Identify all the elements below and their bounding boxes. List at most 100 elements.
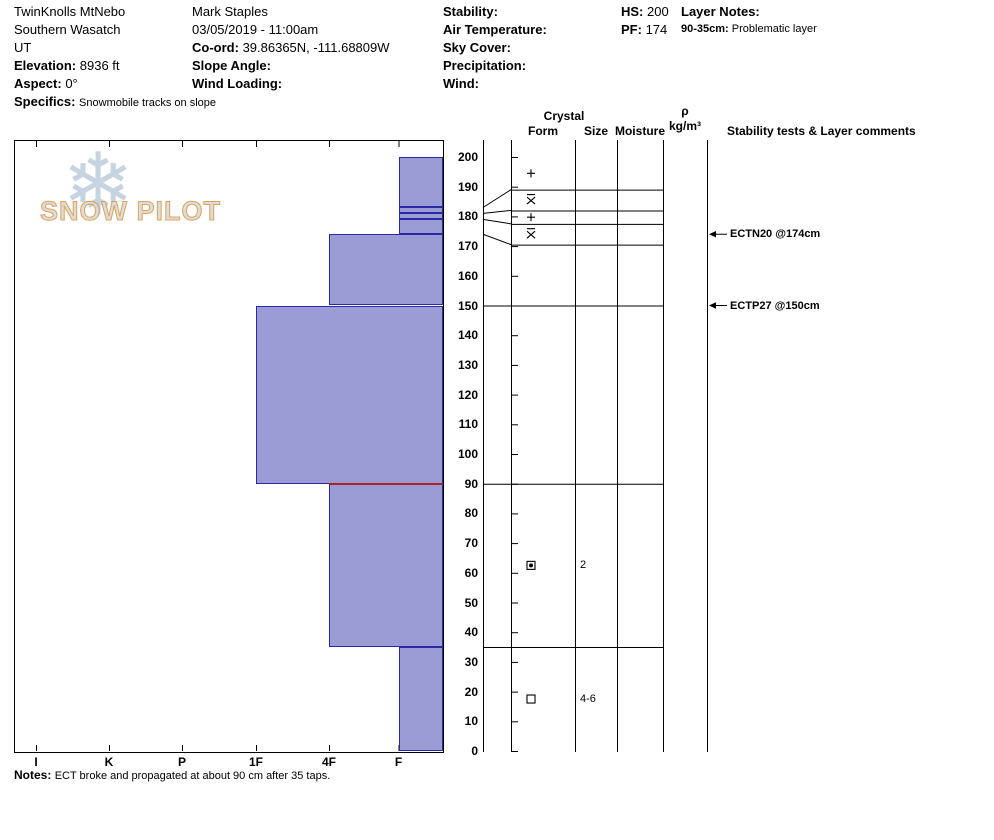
slope-angle-row: Slope Angle: — [192, 57, 390, 75]
sky-cover-label: Sky Cover: — [443, 40, 511, 55]
depth-tick-label: 70 — [464, 536, 478, 551]
pf-label: PF: — [621, 22, 642, 37]
notes-text: ECT broke and propagated at about 90 cm … — [54, 770, 331, 782]
hardness-axis-label: F — [394, 755, 403, 769]
snow-layer-bar — [398, 207, 443, 214]
depth-tick-label: 130 — [457, 357, 478, 372]
coord-label: Co-ord: — [192, 40, 239, 55]
crystal-form-square-icon — [526, 694, 536, 704]
column-header-crystal: Crystal — [543, 109, 585, 123]
crystal-form-square-dot-icon — [526, 560, 536, 570]
snow-layer-bar — [329, 483, 443, 648]
precipitation-label: Precipitation: — [443, 58, 527, 73]
specifics-label: Specifics: — [14, 94, 76, 109]
crystal-form-square-dot-icon — [529, 563, 533, 568]
layer-leader-line — [482, 209, 512, 214]
snowpilot-logo-text: SNOW PILOT — [40, 196, 221, 227]
layer-leader-line — [482, 218, 512, 225]
hardness-axis-label: K — [104, 755, 114, 769]
column-header-form: Form — [528, 124, 558, 138]
depth-tick-label: 180 — [457, 209, 478, 224]
site-name: TwinKnolls MtNebo — [14, 4, 126, 19]
depth-tick-label: 90 — [464, 476, 478, 491]
wind-loading-row: Wind Loading: — [192, 75, 390, 93]
sky-cover-row: Sky Cover: — [443, 39, 547, 57]
problematic-layer-line — [329, 482, 443, 485]
air-temp-label: Air Temperature: — [443, 22, 547, 37]
pf-row: PF: 174 — [621, 21, 669, 39]
hs-label: HS: — [621, 4, 644, 19]
hardness-axis-label: P — [177, 755, 187, 769]
snow-layer-bar — [398, 219, 443, 235]
snow-layer-bar — [398, 647, 443, 751]
layer-note-entry: 90-35cm: Problematic layer — [681, 21, 817, 37]
layer-note-range: 90-35cm: — [681, 23, 729, 35]
stability-test-annotation: ECTN20 @174cm — [730, 228, 821, 241]
pf-value: 174 — [645, 22, 668, 37]
depth-tick-label: 110 — [458, 417, 478, 432]
depth-tick-label: 150 — [457, 298, 478, 313]
stability-test-annotation: ECTP27 @150cm — [730, 299, 820, 312]
hardness-axis-label: 4F — [321, 755, 337, 769]
wind-row: Wind: — [443, 75, 547, 93]
specifics-row: Specifics: Snowmobile tracks on slope — [14, 93, 216, 112]
column-header-comments: Stability tests & Layer comments — [727, 124, 916, 138]
depth-tick-label: 50 — [464, 595, 478, 610]
site-info-block: TwinKnolls MtNebo Southern Wasatch UT El… — [14, 3, 216, 112]
depth-tick-label: 0 — [471, 744, 478, 758]
coord-value: 39.86365N, -111.68809W — [242, 40, 390, 55]
depth-tick-label: 190 — [457, 179, 478, 194]
layer-notes-block: Layer Notes: 90-35cm: Problematic layer — [681, 3, 817, 37]
depth-tick-label: 60 — [464, 565, 478, 580]
stability-test-arrowhead-icon — [709, 231, 716, 238]
depth-tick-label: 170 — [457, 239, 478, 254]
elevation-row: Elevation: 8936 ft — [14, 57, 216, 75]
stability-label: Stability: — [443, 4, 498, 19]
observation-datetime: 03/05/2019 - 11:00am — [192, 22, 319, 37]
hs-value: 200 — [647, 4, 669, 19]
stability-row: Stability: — [443, 3, 547, 21]
site-region: Southern Wasatch — [14, 22, 121, 37]
site-state: UT — [14, 40, 32, 55]
hardness-axis-label: 1F — [248, 755, 264, 769]
stability-test-arrowhead-icon — [709, 302, 716, 309]
air-temp-row: Air Temperature: — [443, 21, 547, 39]
notes-row: Notes: ECT broke and propagated at about… — [14, 768, 330, 782]
snow-layer-bar — [256, 305, 443, 484]
slope-angle-label: Slope Angle: — [192, 58, 271, 73]
layer-leader-line — [482, 189, 512, 208]
hs-row: HS: 200 — [621, 3, 669, 21]
depth-tick-label: 140 — [457, 328, 478, 343]
elevation-label: Elevation: — [14, 58, 77, 73]
layer-leader-line — [482, 233, 512, 246]
precipitation-row: Precipitation: — [443, 57, 547, 75]
notes-label: Notes: — [14, 768, 52, 782]
aspect-row: Aspect: 0° — [14, 75, 216, 93]
depth-tick-label: 10 — [464, 714, 478, 729]
observer-name: Mark Staples — [192, 4, 268, 19]
depth-tick-label: 80 — [464, 506, 478, 521]
column-header-density-units: kg/m³ — [668, 119, 701, 133]
snow-layer-bar — [398, 213, 443, 220]
depth-tick-label: 160 — [457, 268, 478, 283]
wind-label: Wind: — [443, 76, 479, 91]
crystal-form-plus-icon — [527, 169, 535, 178]
layer-notes-label: Layer Notes: — [681, 4, 760, 19]
elevation-value: 8936 ft — [79, 58, 120, 73]
aspect-label: Aspect: — [14, 76, 62, 91]
crystal-form-xbar-icon — [526, 194, 536, 205]
observer-info-block: Mark Staples 03/05/2019 - 11:00am Co-ord… — [192, 3, 390, 93]
crystal-form-plus-icon — [527, 213, 535, 222]
snowpilot-logo: ❄ SNOW PILOT — [38, 140, 238, 248]
column-header-density-symbol: ρ — [681, 104, 689, 118]
wind-loading-label: Wind Loading: — [192, 76, 283, 91]
hardness-profile-plot — [14, 140, 444, 753]
grain-size-value: 2 — [580, 559, 587, 572]
grain-size-value: 4-6 — [580, 693, 596, 706]
specifics-value: Snowmobile tracks on slope — [79, 97, 217, 109]
depth-tick-label: 40 — [464, 625, 478, 640]
depth-tick-label: 200 — [457, 150, 478, 164]
depth-tick-label: 20 — [464, 684, 478, 699]
depth-tick-label: 30 — [464, 654, 478, 669]
